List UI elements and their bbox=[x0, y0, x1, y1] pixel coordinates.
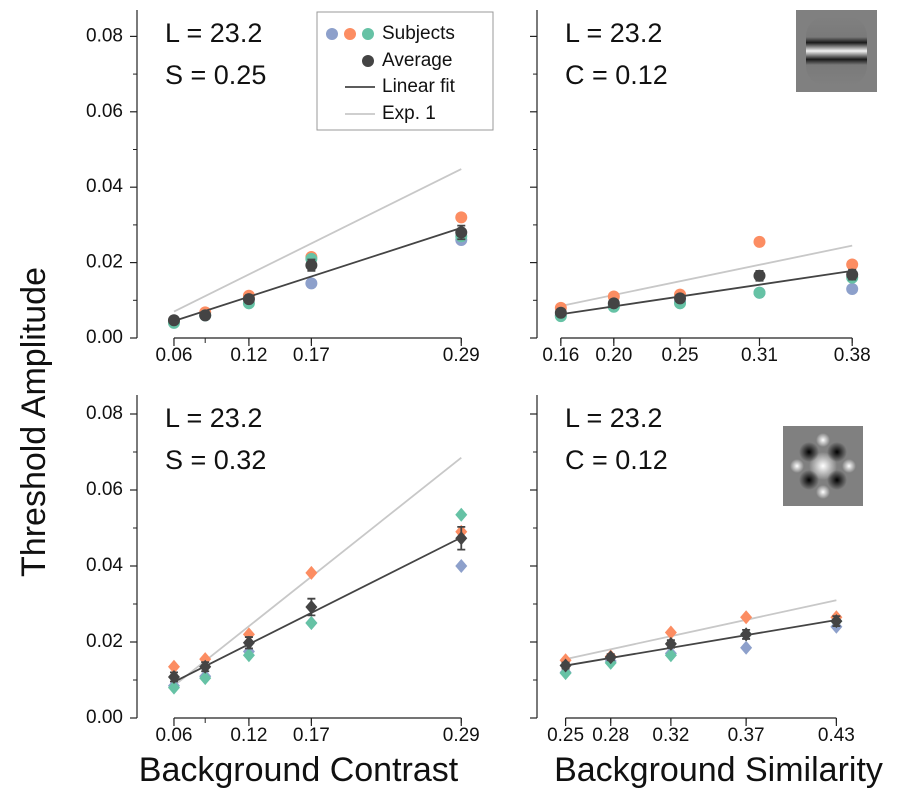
data-point bbox=[753, 269, 766, 282]
data-point bbox=[664, 625, 677, 640]
data-point bbox=[199, 671, 212, 686]
fit-line bbox=[173, 168, 462, 313]
data-point bbox=[604, 650, 617, 665]
fit-line bbox=[560, 270, 853, 316]
x-tick-label: 0.06 bbox=[155, 725, 192, 746]
data-point bbox=[305, 259, 318, 272]
data-point bbox=[167, 314, 180, 327]
fit-line bbox=[565, 599, 837, 660]
legend-swatch bbox=[362, 55, 374, 67]
data-point bbox=[753, 286, 766, 299]
legend-label: Linear fit bbox=[382, 76, 456, 97]
data-point bbox=[830, 614, 843, 629]
data-point bbox=[740, 610, 753, 625]
data-point bbox=[242, 648, 255, 663]
annotation: L = 23.2 bbox=[165, 18, 262, 48]
legend-label: Subjects bbox=[382, 23, 455, 44]
data-point bbox=[305, 616, 318, 630]
y-tick-label: 0.08 bbox=[86, 25, 123, 46]
y-tick-label: 0.08 bbox=[86, 403, 123, 424]
x-tick-label: 0.25 bbox=[547, 725, 584, 746]
data-point bbox=[455, 531, 468, 546]
x-tick-label: 0.12 bbox=[230, 345, 267, 366]
fit-line bbox=[173, 536, 462, 683]
legend-swatch bbox=[362, 28, 374, 40]
x-axis-label: Background Similarity bbox=[554, 751, 883, 789]
x-tick-label: 0.06 bbox=[155, 345, 192, 366]
x-tick-label: 0.25 bbox=[662, 345, 699, 366]
data-point bbox=[554, 306, 567, 319]
x-tick-label: 0.32 bbox=[652, 725, 689, 746]
x-tick-label: 0.29 bbox=[443, 345, 480, 366]
y-tick-label: 0.00 bbox=[86, 327, 123, 348]
data-point bbox=[559, 666, 572, 681]
y-tick-label: 0.04 bbox=[86, 555, 123, 576]
data-point bbox=[607, 297, 620, 310]
x-tick-label: 0.38 bbox=[834, 345, 871, 366]
x-tick-label: 0.29 bbox=[443, 725, 480, 746]
x-tick-label: 0.12 bbox=[230, 725, 267, 746]
data-point bbox=[740, 640, 753, 655]
y-tick-label: 0.02 bbox=[86, 252, 123, 273]
x-tick-label: 0.17 bbox=[293, 725, 330, 746]
annotation: L = 23.2 bbox=[165, 403, 262, 433]
data-point bbox=[167, 680, 180, 695]
data-point bbox=[242, 635, 255, 650]
x-tick-label: 0.37 bbox=[728, 725, 765, 746]
data-point bbox=[305, 277, 318, 290]
data-point bbox=[740, 627, 753, 642]
data-point bbox=[199, 309, 212, 322]
data-point bbox=[242, 293, 255, 306]
x-tick-label: 0.31 bbox=[741, 345, 778, 366]
x-tick-label: 0.20 bbox=[595, 345, 632, 366]
gabor-icon bbox=[796, 10, 877, 92]
x-tick-label: 0.16 bbox=[542, 345, 579, 366]
legend-swatch bbox=[326, 28, 338, 40]
data-point bbox=[846, 258, 859, 271]
annotation: S = 0.32 bbox=[165, 445, 266, 475]
data-point bbox=[455, 507, 468, 522]
x-tick-label: 0.17 bbox=[293, 345, 330, 366]
data-point bbox=[664, 636, 677, 651]
x-tick-label: 0.43 bbox=[818, 725, 855, 746]
data-point bbox=[455, 226, 468, 239]
data-point bbox=[753, 235, 766, 248]
data-point bbox=[846, 282, 859, 295]
legend-label: Exp. 1 bbox=[382, 103, 436, 124]
plaid-icon bbox=[783, 426, 863, 506]
data-point bbox=[455, 559, 468, 573]
data-point bbox=[305, 600, 318, 615]
fit-line bbox=[560, 244, 853, 307]
y-tick-label: 0.02 bbox=[86, 631, 123, 652]
y-tick-label: 0.06 bbox=[86, 479, 123, 500]
data-point bbox=[664, 648, 677, 663]
data-point bbox=[846, 268, 859, 281]
annotation: L = 23.2 bbox=[565, 403, 662, 433]
fit-line bbox=[173, 227, 462, 322]
annotation: C = 0.12 bbox=[565, 445, 668, 475]
x-axis-label: Background Contrast bbox=[139, 751, 459, 789]
data-point bbox=[167, 659, 180, 674]
legend-label: Average bbox=[382, 50, 452, 71]
y-axis-label: Threshold Amplitude bbox=[15, 267, 53, 577]
y-tick-label: 0.00 bbox=[86, 707, 123, 728]
y-tick-label: 0.06 bbox=[86, 101, 123, 122]
legend-swatch bbox=[344, 28, 356, 40]
y-tick-label: 0.04 bbox=[86, 176, 123, 197]
data-point bbox=[305, 565, 318, 580]
x-tick-label: 0.28 bbox=[592, 725, 629, 746]
annotation: C = 0.12 bbox=[565, 60, 668, 90]
data-point bbox=[674, 292, 687, 305]
data-point bbox=[455, 211, 468, 224]
annotation: L = 23.2 bbox=[565, 18, 662, 48]
fit-line bbox=[173, 456, 462, 687]
legend-box bbox=[316, 11, 494, 131]
data-point bbox=[559, 658, 572, 673]
annotation: S = 0.25 bbox=[165, 60, 266, 90]
data-point bbox=[199, 659, 212, 674]
legend: Subjects Average Linear fit Exp. 1 bbox=[316, 11, 494, 131]
data-point bbox=[167, 669, 180, 684]
